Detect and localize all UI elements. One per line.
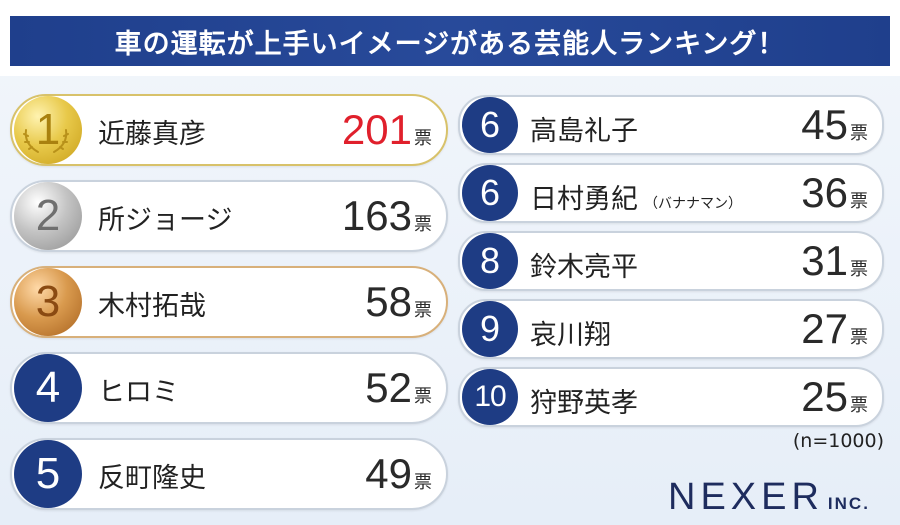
logo-suffix-text: INC.: [827, 494, 870, 513]
page-title: 車の運転が上手いイメージがある芸能人ランキング！: [114, 28, 786, 60]
ranking-row: 1 近藤真彦 201 票: [10, 94, 448, 166]
person-name-text: 日村勇紀: [530, 184, 638, 215]
rank-badge: 10: [462, 369, 518, 425]
ranking-row: 6 日村勇紀 （バナナマン） 36 票: [458, 163, 884, 223]
vote-count: 52 票: [365, 364, 432, 412]
title-banner: 車の運転が上手いイメージがある芸能人ランキング！: [0, 0, 900, 76]
vote-unit: 票: [414, 128, 432, 148]
ranking-row: 3 木村拓哉 58 票: [10, 266, 448, 338]
rank-badge: 4: [14, 354, 82, 422]
ranking-row: 2 所ジョージ 163 票: [10, 180, 448, 252]
person-name-text: 高島礼子: [530, 116, 638, 147]
person-name: 哀川翔: [530, 313, 611, 352]
sample-size-note: (n=1000): [792, 430, 884, 452]
rank-badge: 5: [14, 440, 82, 508]
vote-count: 25 票: [801, 373, 868, 421]
person-name: 鈴木亮平: [530, 245, 638, 284]
title-bar: 車の運転が上手いイメージがある芸能人ランキング！: [10, 16, 890, 66]
rank-badge: 6: [462, 97, 518, 153]
vote-number: 49: [365, 450, 412, 497]
vote-unit: 票: [850, 123, 868, 143]
person-name: 狩野英孝: [530, 381, 638, 420]
rank-badge: 3: [14, 268, 82, 336]
person-name-text: 木村拓哉: [98, 291, 206, 322]
vote-number: 201: [341, 106, 412, 153]
vote-unit: 票: [414, 472, 432, 492]
person-name-text: 近藤真彦: [98, 119, 206, 150]
vote-number: 27: [801, 305, 848, 352]
person-name: ヒロミ: [98, 370, 179, 409]
vote-count: 201 票: [342, 106, 432, 154]
vote-count: 27 票: [801, 305, 868, 353]
person-name-text: 鈴木亮平: [530, 252, 638, 283]
vote-unit: 票: [850, 259, 868, 279]
vote-count: 36 票: [801, 169, 868, 217]
vote-number: 45: [801, 101, 848, 148]
vote-unit: 票: [850, 327, 868, 347]
person-name-text: ヒロミ: [98, 377, 179, 408]
person-name-text: 反町隆史: [98, 463, 206, 494]
person-name: 木村拓哉: [98, 284, 206, 323]
person-name: 日村勇紀 （バナナマン）: [530, 177, 742, 216]
person-name: 所ジョージ: [98, 198, 232, 237]
rank-badge: 1: [14, 96, 82, 164]
rank-badge: 9: [462, 301, 518, 357]
ranking-row: 10 狩野英孝 25 票: [458, 367, 884, 427]
ranking-row: 5 反町隆史 49 票: [10, 438, 448, 510]
vote-count: 45 票: [801, 101, 868, 149]
person-name: 反町隆史: [98, 456, 206, 495]
ranking-row: 8 鈴木亮平 31 票: [458, 231, 884, 291]
rank-badge: 8: [462, 233, 518, 289]
person-name-text: 哀川翔: [530, 320, 611, 351]
vote-number: 36: [801, 169, 848, 216]
vote-unit: 票: [850, 395, 868, 415]
logo-main-text: NEXER: [668, 476, 824, 518]
vote-number: 25: [801, 373, 848, 420]
vote-number: 58: [365, 278, 412, 325]
vote-count: 163 票: [342, 192, 432, 240]
vote-number: 163: [341, 192, 412, 239]
rank-badge: 2: [14, 182, 82, 250]
ranking-row: 9 哀川翔 27 票: [458, 299, 884, 359]
vote-count: 58 票: [365, 278, 432, 326]
ranking-row: 4 ヒロミ 52 票: [10, 352, 448, 424]
company-logo: NEXER INC.: [668, 476, 870, 519]
rank-badge: 6: [462, 165, 518, 221]
vote-unit: 票: [414, 300, 432, 320]
vote-count: 49 票: [365, 450, 432, 498]
vote-unit: 票: [414, 214, 432, 234]
vote-number: 52: [365, 364, 412, 411]
person-name-note: （バナナマン）: [644, 196, 742, 212]
vote-count: 31 票: [801, 237, 868, 285]
vote-number: 31: [801, 237, 848, 284]
person-name-text: 狩野英孝: [530, 388, 638, 419]
person-name: 高島礼子: [530, 109, 638, 148]
ranking-row: 6 高島礼子 45 票: [458, 95, 884, 155]
person-name: 近藤真彦: [98, 112, 206, 151]
person-name-text: 所ジョージ: [98, 205, 233, 236]
vote-unit: 票: [850, 191, 868, 211]
vote-unit: 票: [414, 386, 432, 406]
